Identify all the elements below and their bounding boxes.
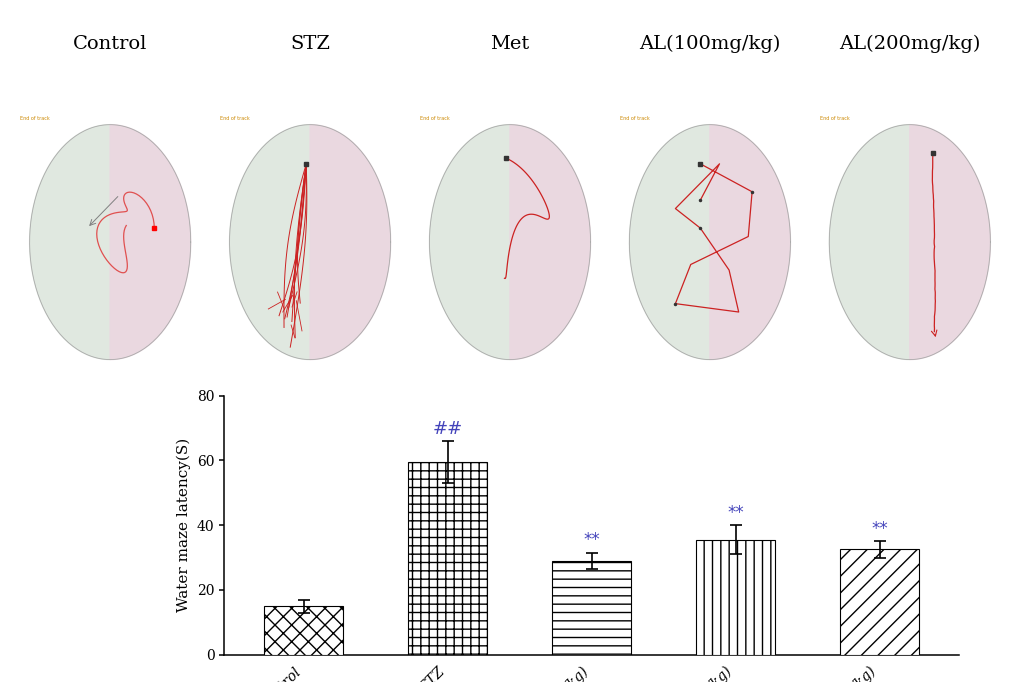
Bar	[408, 462, 487, 655]
Polygon shape	[110, 125, 191, 359]
Bar	[695, 539, 774, 655]
Text: AL(100mg/kg): AL(100mg/kg)	[639, 35, 780, 53]
Text: End of track: End of track	[819, 117, 849, 121]
Text: **: **	[870, 520, 888, 538]
Text: STZ: STZ	[289, 35, 330, 53]
Text: Met: Met	[490, 35, 529, 53]
Bar	[264, 606, 342, 655]
Text: **: **	[583, 531, 599, 550]
Text: End of track: End of track	[220, 117, 250, 121]
Polygon shape	[909, 125, 989, 359]
Text: **: **	[727, 504, 743, 522]
Y-axis label: Water maze latency(S): Water maze latency(S)	[177, 438, 192, 612]
Polygon shape	[429, 125, 510, 359]
Polygon shape	[229, 125, 310, 359]
Polygon shape	[310, 125, 390, 359]
Polygon shape	[709, 125, 790, 359]
Text: ##: ##	[432, 419, 463, 438]
Polygon shape	[629, 125, 709, 359]
Polygon shape	[510, 125, 590, 359]
Text: End of track: End of track	[620, 117, 649, 121]
Polygon shape	[828, 125, 909, 359]
Text: End of track: End of track	[420, 117, 449, 121]
Bar	[551, 561, 631, 655]
Bar	[840, 550, 918, 655]
Polygon shape	[30, 125, 110, 359]
Text: End of track: End of track	[20, 117, 50, 121]
Text: Control: Control	[73, 35, 147, 53]
Text: AL(200mg/kg): AL(200mg/kg)	[839, 35, 979, 53]
